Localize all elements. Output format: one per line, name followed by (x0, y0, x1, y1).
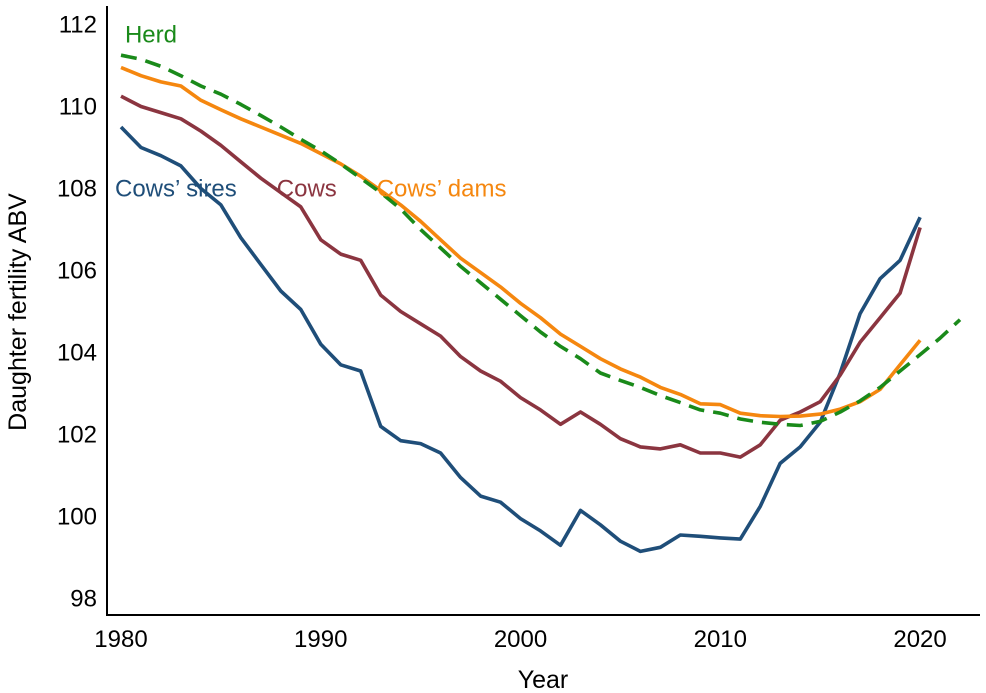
series-line-cows-dams (120, 65, 922, 419)
x-tick-label-2020: 2020 (893, 626, 946, 653)
y-axis-title: Daughter fertility ABV (4, 193, 32, 431)
y-tick-label-100: 100 (57, 504, 97, 531)
y-tick-label-108: 108 (57, 175, 97, 202)
y-tick-labels: 98 100 102 104 106 108 110 112 (57, 11, 97, 612)
series-label-cows-sires: Cows’ sires (115, 175, 237, 202)
y-tick-label-106: 106 (57, 258, 97, 285)
series-label-cows: Cows (277, 175, 337, 202)
x-tick-label-1990: 1990 (294, 626, 347, 653)
axes (106, 6, 980, 616)
x-tick-labels: 1980 1990 2000 2010 2020 (94, 626, 946, 653)
series-label-cows-dams: Cows’ dams (377, 175, 507, 202)
series-labels: Herd Cows’ sires Cows Cows’ dams (115, 22, 507, 203)
y-tick-label-112: 112 (59, 11, 97, 38)
series-line-herd (120, 53, 962, 428)
x-tick-label-2010: 2010 (694, 626, 747, 653)
series-lines (119, 53, 962, 554)
y-tick-label-110: 110 (59, 93, 97, 120)
series-line-cows (120, 94, 922, 459)
x-axis-title: Year (518, 666, 569, 693)
series-line-cows-sires (119, 125, 922, 554)
x-tick-label-1980: 1980 (94, 626, 147, 653)
y-tick-label-102: 102 (57, 422, 97, 449)
y-tick-label-104: 104 (57, 340, 97, 367)
x-tick-label-2000: 2000 (494, 626, 547, 653)
y-tick-label-98: 98 (70, 586, 97, 613)
series-label-herd: Herd (125, 22, 177, 49)
